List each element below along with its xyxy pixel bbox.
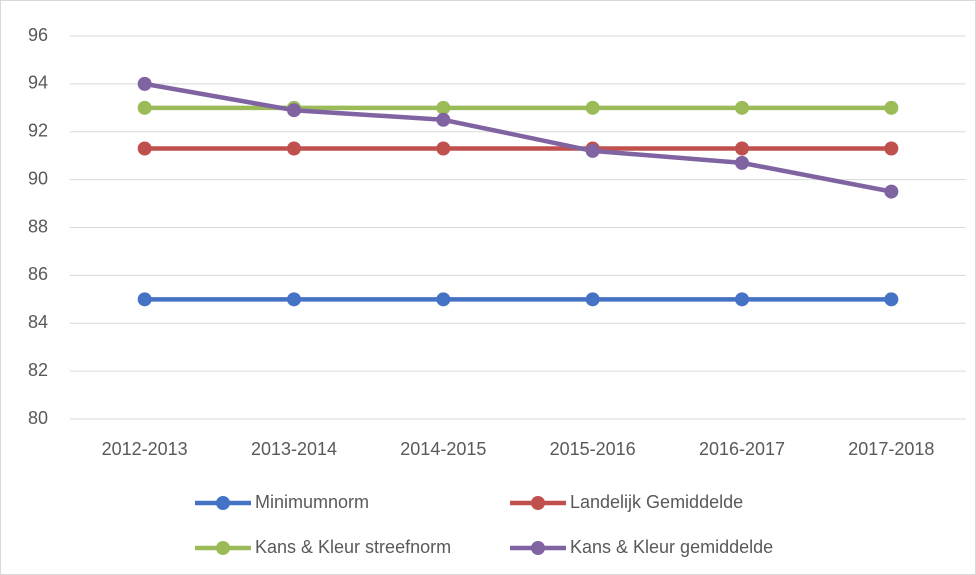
y-tick-label: 94 xyxy=(28,73,48,93)
data-point xyxy=(735,155,749,170)
y-tick-label: 86 xyxy=(28,264,48,284)
data-point xyxy=(884,141,899,156)
data-point xyxy=(137,100,152,115)
legend-marker xyxy=(531,541,545,555)
legend-label: Minimumnorm xyxy=(255,492,369,512)
data-point xyxy=(287,292,301,307)
data-point xyxy=(884,100,899,115)
data-point xyxy=(137,141,152,156)
x-tick-label: 2013-2014 xyxy=(251,439,337,459)
y-tick-label: 80 xyxy=(28,408,48,428)
y-tick-label: 88 xyxy=(28,216,48,236)
data-point xyxy=(436,112,451,127)
data-point xyxy=(884,292,899,307)
data-point xyxy=(735,292,749,307)
x-tick-label: 2016-2017 xyxy=(699,439,785,459)
x-tick-label: 2015-2016 xyxy=(550,439,636,459)
y-tick-label: 84 xyxy=(28,312,48,332)
data-point xyxy=(585,143,600,158)
data-point xyxy=(735,141,749,156)
y-tick-label: 90 xyxy=(28,168,48,188)
legend-marker xyxy=(216,541,230,555)
legend-label: Kans & Kleur gemiddelde xyxy=(570,537,773,557)
data-point xyxy=(137,292,152,307)
x-tick-label: 2017-2018 xyxy=(848,439,934,459)
legend-label: Kans & Kleur streefnorm xyxy=(255,537,451,557)
legend-label: Landelijk Gemiddelde xyxy=(570,492,743,512)
data-point xyxy=(287,141,301,156)
data-point xyxy=(436,292,451,307)
legend-marker xyxy=(531,496,545,510)
y-tick-label: 82 xyxy=(28,360,48,380)
y-tick-label: 96 xyxy=(28,25,48,45)
series-line xyxy=(144,81,892,194)
x-tick-label: 2014-2015 xyxy=(400,439,486,459)
data-point xyxy=(436,100,451,115)
data-point xyxy=(436,141,451,156)
legend-marker xyxy=(216,496,230,510)
data-point xyxy=(585,100,600,115)
data-point xyxy=(884,184,899,199)
y-tick-label: 92 xyxy=(28,121,48,141)
data-point xyxy=(735,100,749,115)
data-point xyxy=(585,292,600,307)
data-point xyxy=(137,76,152,91)
x-tick-label: 2012-2013 xyxy=(102,439,188,459)
data-point xyxy=(287,103,301,118)
